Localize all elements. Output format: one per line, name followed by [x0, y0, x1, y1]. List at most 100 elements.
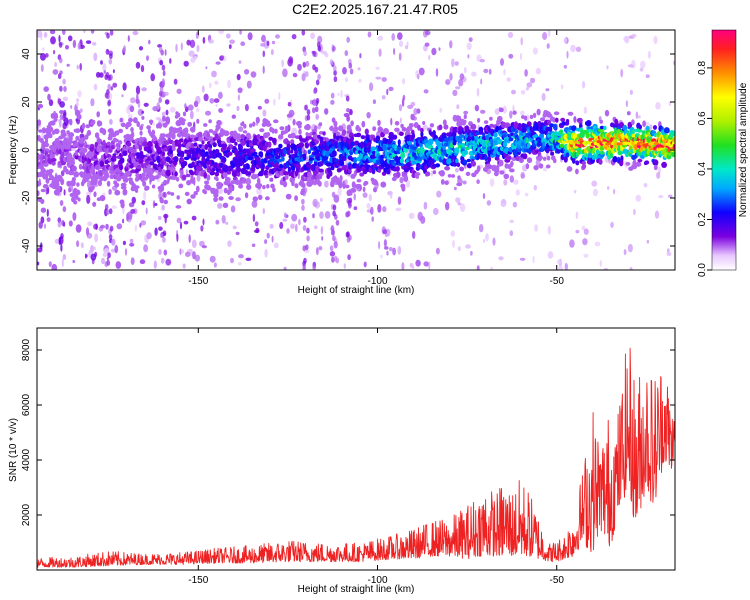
ridge-blob	[493, 132, 498, 138]
y-tick-label: 20	[21, 96, 32, 108]
ridge-blob	[372, 126, 377, 132]
ridge-blob	[317, 180, 322, 187]
noise-blob	[144, 234, 148, 243]
ridge-blob	[318, 175, 323, 180]
ridge-blob	[298, 142, 304, 148]
ridge-blob	[457, 175, 461, 180]
ridge-blob	[272, 187, 276, 193]
ridge-blob	[40, 163, 44, 168]
noise-streak-blob	[303, 50, 307, 57]
ridge-blob	[285, 193, 292, 200]
noise-blob	[215, 219, 220, 225]
noise-blob	[439, 107, 443, 113]
ridge-blob	[180, 121, 186, 126]
noise-blob	[542, 32, 548, 40]
ridge-blob	[106, 141, 111, 146]
noise-blob	[67, 35, 73, 42]
noise-streak-blob	[61, 220, 65, 226]
ridge-blob	[377, 119, 381, 126]
ridge-blob	[260, 168, 265, 173]
noise-blob	[122, 82, 127, 91]
noise-streak-blob	[333, 65, 337, 72]
noise-blob	[488, 68, 492, 75]
ridge-blob	[416, 108, 421, 114]
noise-blob	[76, 240, 80, 248]
ridge-blob	[249, 123, 253, 128]
ridge-core-blob	[593, 142, 599, 146]
noise-blob	[476, 179, 480, 185]
noise-blob	[342, 67, 347, 75]
ridge-blob	[92, 170, 96, 177]
noise-blob	[152, 200, 156, 209]
ridge-blob	[400, 123, 404, 129]
noise-streak-blob	[162, 236, 166, 243]
noise-blob	[529, 77, 536, 84]
colorbar-tick-label: 0.6	[697, 111, 708, 125]
ridge-blob	[397, 139, 401, 146]
noise-blob	[187, 104, 194, 111]
ridge-blob	[661, 161, 667, 168]
colorbar-label: Normalized spectral amplitude	[738, 82, 749, 217]
noise-blob	[237, 87, 243, 94]
ridge-blob	[610, 122, 615, 128]
ridge-blob	[215, 177, 219, 182]
noise-blob	[239, 30, 242, 35]
ridge-blob	[565, 152, 570, 158]
noise-blob	[122, 218, 125, 224]
ridge-blob	[272, 137, 277, 144]
ridge-blob	[411, 132, 416, 140]
ridge-blob	[187, 154, 192, 159]
noise-blob	[566, 50, 569, 59]
ridge-blob	[84, 134, 89, 140]
noise-blob	[165, 109, 169, 116]
x-tick-label: -100	[367, 575, 387, 586]
noise-blob	[563, 64, 567, 69]
ridge-blob	[37, 180, 42, 187]
ridge-blob	[178, 183, 184, 189]
ridge-blob	[619, 159, 624, 167]
noise-blob	[110, 86, 114, 91]
noise-blob	[344, 77, 349, 83]
ridge-blob	[228, 196, 234, 200]
ridge-blob	[60, 178, 65, 186]
ridge-blob	[71, 177, 76, 182]
ridge-blob	[341, 157, 347, 162]
y-tick-label: 40	[21, 48, 32, 60]
noise-blob	[77, 42, 81, 50]
noise-blob	[330, 99, 335, 105]
noise-blob	[423, 89, 429, 94]
ridge-blob	[135, 188, 139, 193]
noise-blob	[227, 240, 232, 247]
ridge-blob	[373, 187, 377, 193]
ridge-blob	[401, 127, 407, 132]
noise-blob	[459, 73, 465, 80]
noise-streak-blob	[163, 191, 167, 198]
ridge-blob	[81, 147, 88, 153]
noise-blob	[208, 39, 215, 44]
ridge-blob	[193, 100, 199, 108]
ridge-blob	[523, 115, 528, 121]
ridge-blob	[245, 132, 251, 139]
noise-blob	[509, 110, 513, 119]
noise-streak-blob	[57, 98, 62, 105]
ridge-blob	[262, 185, 266, 190]
ridge-blob	[542, 156, 547, 161]
noise-blob	[638, 115, 641, 119]
noise-blob	[137, 108, 144, 116]
noise-blob	[402, 94, 406, 101]
noise-blob	[188, 234, 191, 243]
ridge-blob	[218, 196, 224, 201]
noise-blob	[282, 218, 288, 222]
noise-blob	[325, 53, 329, 58]
ridge-blob	[463, 114, 467, 120]
noise-blob	[37, 247, 43, 253]
noise-blob	[273, 242, 279, 249]
ridge-blob	[147, 149, 153, 154]
ridge-blob	[274, 162, 279, 168]
ridge-blob	[229, 145, 234, 149]
ridge-blob	[206, 131, 210, 138]
noise-blob	[146, 232, 152, 240]
ridge-blob	[635, 161, 642, 167]
ridge-blob	[410, 113, 416, 121]
snr-panel: -150 -100 -50 2000 4000 6000 8000 Height of s…	[8, 327, 676, 595]
